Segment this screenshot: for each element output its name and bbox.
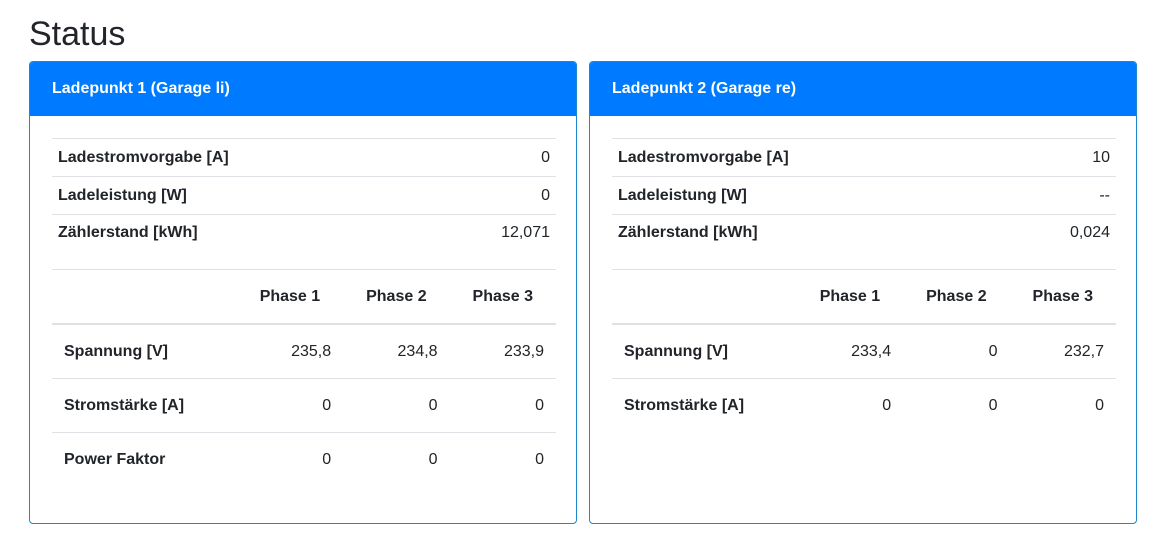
charge-point-card-1: Ladepunkt 1 (Garage li) Ladestromvorgabe… <box>29 61 577 524</box>
phase-value: 234,8 <box>397 342 438 360</box>
phase-row-label: Stromstärke [A] <box>52 378 237 433</box>
table-row: Power Faktor 0 0 0 <box>52 432 556 486</box>
table-row: Spannung [V] 235,8 234,8 233,9 <box>52 324 556 379</box>
phase-value: 233,4 <box>851 342 892 360</box>
phase-table: Phase 1 Phase 2 Phase 3 Spannung [V] 235… <box>52 269 556 486</box>
phase-header: Phase 1 <box>796 269 904 325</box>
table-row: Stromstärke [A] 0 0 0 <box>52 378 556 433</box>
table-row: Ladestromvorgabe [A] 0 <box>52 138 556 177</box>
phase-row-label: Spannung [V] <box>624 342 728 360</box>
phase-header-blank <box>52 269 237 325</box>
summary-value: 0 <box>429 138 556 177</box>
table-row: Zählerstand [kWh] 12,071 <box>52 214 556 251</box>
card-header: Ladepunkt 2 (Garage re) <box>590 62 1136 116</box>
phase-value: 0 <box>236 378 344 433</box>
summary-table: Ladestromvorgabe [A] 0 Ladeleistung [W] … <box>52 138 556 251</box>
card-header: Ladepunkt 1 (Garage li) <box>30 62 576 116</box>
phase-value: 0 <box>343 432 450 486</box>
phase-header: Phase 1 <box>236 269 344 325</box>
table-row: Ladestromvorgabe [A] 10 <box>612 138 1116 177</box>
phase-value: 0 <box>236 432 344 486</box>
table-row: Spannung [V] 233,4 0 232,7 <box>612 324 1116 379</box>
table-row: Ladeleistung [W] 0 <box>52 176 556 215</box>
summary-value: 0,024 <box>1004 214 1116 251</box>
phase-value: 233,9 <box>503 342 544 360</box>
summary-label: Ladestromvorgabe [A] <box>612 138 1005 177</box>
phase-table: Phase 1 Phase 2 Phase 3 Spannung [V] 233… <box>612 269 1116 432</box>
phase-value: 0 <box>1009 378 1116 432</box>
phase-value: 0 <box>796 378 904 432</box>
phase-header: Phase 3 <box>1009 269 1116 325</box>
summary-value: 0 <box>429 176 556 215</box>
phase-value: 0 <box>449 432 556 486</box>
phase-value: 0 <box>903 378 1010 432</box>
summary-value: 12,071 <box>429 214 556 251</box>
summary-label: Ladeleistung [W] <box>52 176 430 215</box>
summary-value: 10 <box>1004 138 1116 177</box>
summary-label: Ladestromvorgabe [A] <box>52 138 430 177</box>
phase-value: 235,8 <box>291 342 332 360</box>
summary-table: Ladestromvorgabe [A] 10 Ladeleistung [W]… <box>612 138 1116 251</box>
phase-row-label: Spannung [V] <box>64 342 168 360</box>
summary-label: Zählerstand [kWh] <box>612 214 1005 251</box>
table-row: Stromstärke [A] 0 0 0 <box>612 378 1116 432</box>
phase-header-row: Phase 1 Phase 2 Phase 3 <box>52 269 556 325</box>
phase-value: 0 <box>449 378 556 433</box>
summary-label: Ladeleistung [W] <box>612 176 1005 215</box>
phase-header: Phase 2 <box>343 269 450 325</box>
phase-row-label: Stromstärke [A] <box>612 378 797 432</box>
card-body: Ladestromvorgabe [A] 10 Ladeleistung [W]… <box>590 116 1136 432</box>
phase-header-blank <box>612 269 797 325</box>
summary-value: -- <box>1004 176 1116 215</box>
phase-value: 232,7 <box>1063 342 1104 360</box>
phase-header: Phase 2 <box>903 269 1010 325</box>
page-title: Status <box>29 15 126 53</box>
phase-header: Phase 3 <box>449 269 556 325</box>
charge-point-card-2: Ladepunkt 2 (Garage re) Ladestromvorgabe… <box>589 61 1137 524</box>
phase-row-label: Power Faktor <box>52 432 237 486</box>
card-body: Ladestromvorgabe [A] 0 Ladeleistung [W] … <box>30 116 576 486</box>
phase-value: 0 <box>988 342 998 360</box>
table-row: Zählerstand [kWh] 0,024 <box>612 214 1116 251</box>
phase-header-row: Phase 1 Phase 2 Phase 3 <box>612 269 1116 325</box>
table-row: Ladeleistung [W] -- <box>612 176 1116 215</box>
phase-value: 0 <box>343 378 450 433</box>
summary-label: Zählerstand [kWh] <box>52 214 430 251</box>
